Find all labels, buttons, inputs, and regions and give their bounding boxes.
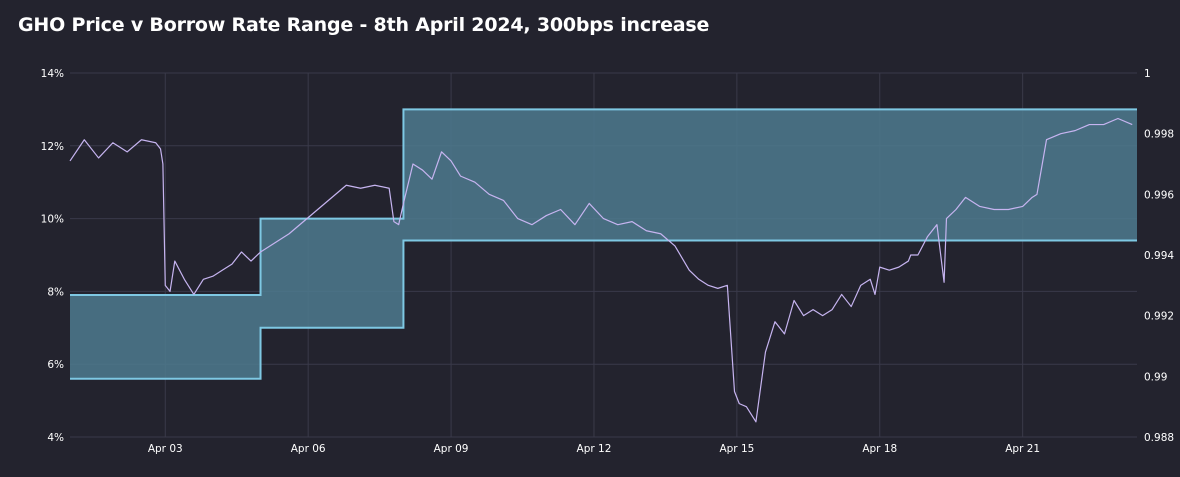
right-axis-tick-label: 0.992	[1144, 311, 1174, 323]
borrow-rate-lower-line	[70, 239, 1137, 380]
right-axis-tick-label: 0.988	[1144, 432, 1174, 444]
x-axis-tick-label: Apr 21	[1005, 443, 1040, 455]
left-axis-tick-label: 10%	[41, 214, 64, 226]
right-axis-tick-label: 0.99	[1144, 371, 1167, 383]
left-axis-tick-label: 8%	[47, 286, 64, 298]
right-axis-tick-label: 0.994	[1144, 250, 1174, 262]
right-axis-tick-label: 0.996	[1144, 189, 1174, 201]
chart-title: GHO Price v Borrow Rate Range - 8th Apri…	[18, 14, 710, 36]
x-axis-tick-label: Apr 12	[577, 443, 612, 455]
left-axis-tick-label: 14%	[41, 68, 64, 80]
x-axis-tick-label: Apr 06	[291, 443, 326, 455]
left-axis-tick-label: 4%	[47, 432, 64, 444]
x-axis-tick-label: Apr 03	[148, 443, 183, 455]
x-axis-tick-label: Apr 09	[434, 443, 469, 455]
right-axis-tick-label: 0.998	[1144, 129, 1174, 141]
borrow-rate-upper-line	[70, 108, 1137, 297]
gho-price-line	[69, 117, 1133, 423]
x-axis-tick-label: Apr 18	[862, 443, 897, 455]
left-axis-tick-label: 12%	[41, 141, 64, 153]
borrow-rate-range-area	[70, 109, 1137, 379]
left-axis-tick-label: 6%	[47, 359, 64, 371]
right-axis-tick-label: 1	[1144, 68, 1151, 80]
x-axis-tick-label: Apr 15	[719, 443, 754, 455]
